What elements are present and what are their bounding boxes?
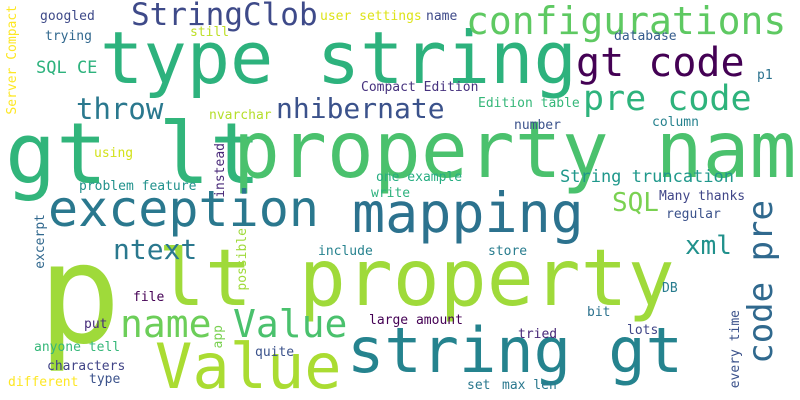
- word-max-len: max len: [502, 378, 557, 393]
- word-string-gt: string gt: [347, 314, 683, 387]
- word-gt-code: gt code: [576, 40, 745, 86]
- word-file: file: [133, 290, 165, 305]
- word-server-compact: Server Compact: [5, 5, 20, 115]
- word-include: include: [318, 244, 373, 259]
- word-set: set: [467, 378, 491, 393]
- word-still: still: [190, 25, 230, 40]
- word-app: app: [211, 325, 226, 349]
- word-tried: tried: [518, 327, 558, 342]
- word-pre-code: pre code: [583, 79, 752, 119]
- word-trying: trying: [45, 29, 92, 44]
- word-sql: SQL: [612, 188, 659, 218]
- word-instead: instead: [213, 143, 228, 198]
- word-value-medium: Value: [233, 302, 348, 346]
- word-problem-feature: problem feature: [79, 179, 197, 194]
- word-type: type: [89, 372, 121, 387]
- word-anyone-tell: anyone tell: [34, 340, 121, 355]
- word-exception: exception: [48, 180, 319, 238]
- word-using: using: [94, 146, 134, 161]
- word-database: database: [614, 29, 677, 44]
- word-possible: possible: [235, 228, 250, 291]
- word-excerpt: excerpt: [33, 214, 48, 269]
- word-gt-lt: gt lt: [5, 105, 261, 204]
- word-characters: characters: [47, 359, 126, 374]
- word-sql-ce: SQL CE: [36, 58, 98, 78]
- word-nhibernate: nhibernate: [276, 92, 445, 125]
- word-one-example: one example: [376, 170, 463, 185]
- word-nvarchar: nvarchar: [209, 108, 272, 123]
- word-mapping: mapping: [352, 181, 584, 245]
- word-different: different: [8, 375, 79, 390]
- word-value-large: Value: [155, 330, 342, 400]
- word-regular: regular: [666, 207, 721, 222]
- word-store: store: [488, 244, 528, 259]
- word-number: number: [514, 118, 561, 133]
- word-xml: xml: [685, 231, 732, 261]
- word-p1: p1: [757, 68, 773, 83]
- word-every-time: every time: [728, 310, 743, 389]
- word-string-truncation: String truncation: [560, 167, 734, 187]
- word-many-thanks: Many thanks: [659, 189, 746, 204]
- word-put: put: [84, 317, 108, 332]
- word-type-string: type string: [100, 16, 577, 100]
- word-compact-edition: Compact Edition: [361, 80, 479, 95]
- word-quite: quite: [255, 345, 295, 360]
- word-column: column: [652, 115, 699, 130]
- word-stringclob: StringClob: [131, 0, 318, 33]
- word-bit: bit: [587, 305, 611, 320]
- word-ntext: ntext: [113, 233, 198, 266]
- word-write: write: [371, 186, 411, 201]
- word-code-pre: code pre: [741, 200, 781, 364]
- word-googled: googled: [40, 9, 95, 24]
- word-edition-table: Edition table: [478, 96, 580, 111]
- word-db: DB: [662, 281, 678, 296]
- word-name-small: name: [426, 9, 458, 24]
- word-configurations: configurations: [466, 0, 787, 43]
- word-large-amount: large amount: [369, 313, 463, 328]
- word-name-medium: name: [120, 302, 212, 346]
- word-property-name: property name: [233, 106, 800, 196]
- word-lt-property: lt property: [158, 234, 675, 324]
- word-user-settings: user settings: [320, 9, 422, 24]
- word-p: p: [38, 214, 122, 375]
- word-lots: lots: [627, 323, 659, 338]
- word-throw: throw: [76, 92, 164, 126]
